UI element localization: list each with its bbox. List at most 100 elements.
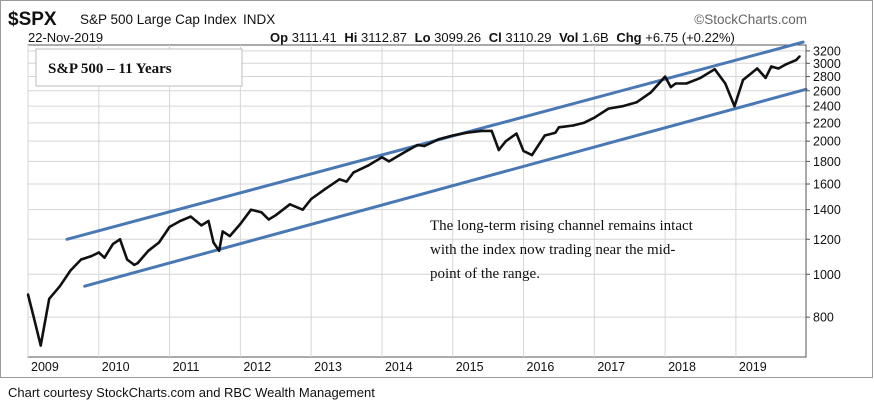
- lo-label: Lo: [415, 30, 431, 45]
- price-point: [685, 82, 688, 85]
- price-point: [663, 75, 667, 78]
- price-point: [125, 258, 129, 261]
- price-point: [97, 251, 100, 254]
- price-point: [366, 164, 369, 167]
- price-point: [157, 241, 161, 244]
- title-box: [35, 48, 243, 87]
- price-point: [132, 263, 136, 267]
- price-point: [58, 284, 62, 288]
- y-tick-label: 1800: [813, 155, 841, 169]
- cl-label: Cl: [489, 30, 502, 45]
- price-point: [504, 139, 508, 143]
- price-point: [543, 134, 546, 137]
- price-point: [777, 67, 780, 70]
- price-point: [260, 211, 263, 214]
- price-point: [338, 178, 341, 181]
- price-point: [649, 91, 653, 94]
- price-point: [217, 249, 221, 253]
- price-point: [497, 148, 500, 152]
- x-tick-label: 2016: [527, 360, 555, 374]
- vol-label: Vol: [559, 30, 578, 45]
- channel-line: [83, 87, 808, 288]
- price-point: [674, 82, 677, 85]
- price-point: [221, 230, 224, 233]
- y-tick-label: 2000: [813, 135, 841, 149]
- price-point: [301, 208, 304, 211]
- x-axis: 2009 2010 2011 2012 2013 2014 2015 2016 2017 2018…: [31, 360, 767, 374]
- price-point: [228, 234, 231, 238]
- price-point: [249, 208, 253, 211]
- y-tick-label: 1400: [813, 203, 841, 217]
- op-value: 3111.41: [292, 30, 337, 45]
- source-watermark: ©StockCharts.com: [694, 12, 807, 27]
- price-point: [32, 315, 35, 319]
- price-point: [554, 131, 557, 134]
- price-point: [621, 104, 624, 108]
- price-point: [189, 215, 193, 218]
- annotation-line-1: The long-term rising channel remains int…: [430, 218, 694, 234]
- price-point: [401, 151, 405, 155]
- price-point: [39, 344, 42, 347]
- price-point: [784, 63, 787, 66]
- y-tick-label: 1200: [813, 233, 841, 247]
- price-point: [136, 261, 139, 265]
- price-point: [352, 171, 355, 174]
- price-point: [794, 58, 798, 62]
- price-point: [90, 254, 93, 258]
- annotation-line-2: with the index now trading near the mid-: [430, 242, 675, 258]
- price-point: [733, 104, 736, 108]
- y-tick-label: 2400: [813, 100, 841, 114]
- price-point: [103, 256, 106, 259]
- vol-value: 1.6B: [582, 30, 609, 45]
- price-point: [571, 124, 575, 127]
- x-tick-label: 2011: [173, 360, 200, 374]
- price-point: [147, 249, 150, 253]
- price-point: [479, 129, 483, 133]
- price-point: [179, 219, 182, 223]
- chart-caption: Chart courtesy StockCharts.com and RBC W…: [8, 385, 375, 400]
- price-point: [79, 258, 83, 261]
- price-point: [387, 160, 391, 163]
- price-point: [69, 269, 72, 272]
- y-tick-label: 1600: [813, 178, 841, 192]
- price-point: [451, 134, 454, 137]
- price-point: [309, 197, 313, 201]
- hi-label: Hi: [344, 30, 357, 45]
- y-tick-label: 2200: [813, 116, 841, 130]
- price-point: [635, 100, 639, 104]
- x-tick-label: 2015: [456, 360, 484, 374]
- price-series: [26, 55, 801, 347]
- price-point: [437, 138, 440, 141]
- price-point: [465, 131, 469, 134]
- y-tick-label: 2800: [813, 70, 841, 84]
- y-tick-label: 3000: [813, 57, 841, 71]
- chart-title: S&P 500 – 11 Years: [48, 61, 172, 77]
- price-point: [490, 129, 493, 133]
- grid-lines: [27, 45, 806, 357]
- ticker-symbol: $SPX: [8, 9, 57, 30]
- x-tick-label: 2009: [31, 360, 59, 374]
- price-point: [530, 153, 534, 157]
- price-point: [111, 242, 115, 246]
- chg-value: +6.75 (+0.22%): [645, 30, 735, 45]
- price-point: [515, 132, 518, 135]
- price-point: [48, 297, 51, 301]
- annotation-text: The long-term rising channel remains int…: [430, 218, 697, 282]
- price-point: [380, 155, 384, 159]
- price-point: [416, 143, 419, 147]
- chart-frame: $SPX S&P 500 Large Cap Index INDX ©Stock…: [0, 0, 873, 378]
- stock-chart: $SPX S&P 500 Large Cap Index INDX ©Stock…: [0, 0, 873, 378]
- price-point: [239, 222, 242, 226]
- y-tick-label: 1000: [813, 268, 841, 282]
- price-point: [724, 82, 727, 85]
- price-point: [669, 85, 672, 89]
- index-name: S&P 500 Large Cap Index: [80, 12, 237, 27]
- price-point: [26, 293, 30, 296]
- ohlc-readout: Op 3111.41 Hi 3112.87 Lo 3099.26 Cl 3110…: [270, 30, 735, 45]
- chg-label: Chg: [616, 30, 641, 45]
- price-point: [207, 219, 210, 223]
- y-tick-label: 800: [813, 311, 834, 325]
- price-point: [423, 144, 426, 148]
- x-tick-label: 2018: [668, 360, 696, 374]
- x-tick-label: 2017: [597, 360, 625, 374]
